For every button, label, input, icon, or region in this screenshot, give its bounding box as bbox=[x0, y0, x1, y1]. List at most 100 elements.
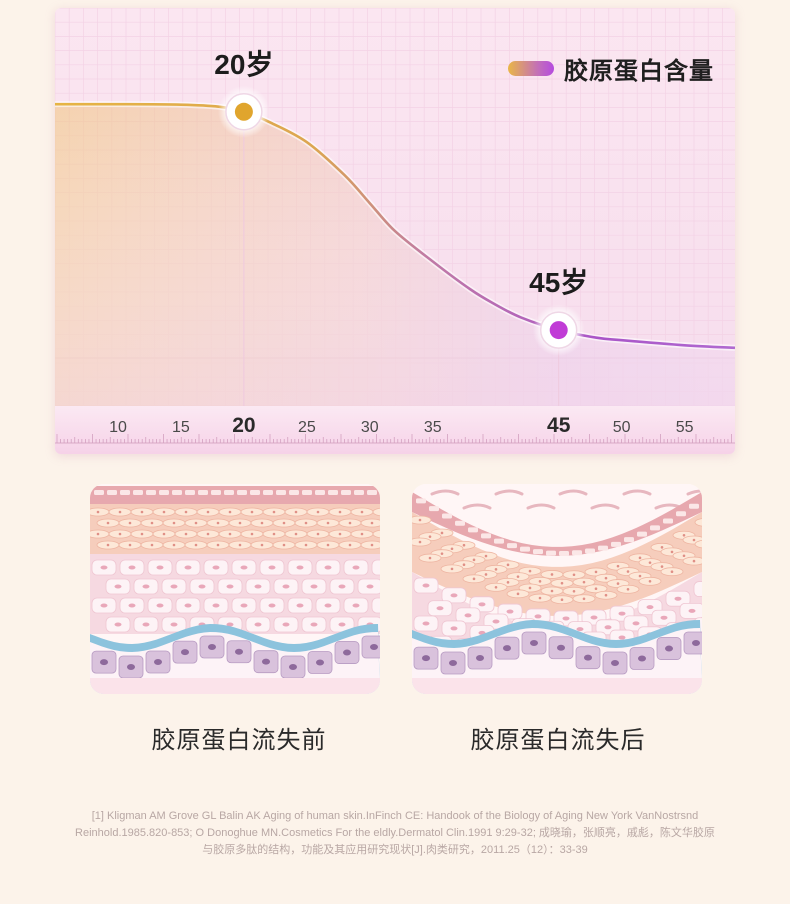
cell-nucleus bbox=[506, 581, 510, 584]
cell-nucleus bbox=[206, 532, 210, 536]
x-tick-label: 15 bbox=[172, 419, 190, 436]
cell-nucleus bbox=[240, 565, 248, 570]
legend-label: 胶原蛋白含量 bbox=[564, 57, 714, 85]
surface-cell bbox=[572, 550, 582, 556]
cell-nucleus bbox=[128, 603, 136, 608]
cell-nucleus bbox=[128, 521, 132, 525]
cell-nucleus bbox=[450, 547, 454, 551]
collagen-chart: 20岁 45岁 10 15 20 25 30 35 45 50 55 胶原蛋白含量 bbox=[55, 8, 735, 454]
cell-nucleus bbox=[338, 584, 346, 589]
cell-nucleus bbox=[665, 645, 673, 652]
cell-nucleus bbox=[632, 621, 640, 626]
cell-nucleus bbox=[370, 521, 374, 525]
cell-nucleus bbox=[506, 563, 510, 567]
x-tick-label: 30 bbox=[361, 419, 379, 436]
cell-nucleus bbox=[296, 565, 304, 570]
cell-nucleus bbox=[142, 584, 150, 589]
cell-nucleus bbox=[472, 577, 476, 581]
cell-nucleus bbox=[128, 543, 132, 547]
cell-nucleus bbox=[198, 584, 206, 589]
cell-nucleus bbox=[140, 532, 144, 536]
surface-cell bbox=[341, 490, 351, 495]
surface-cell bbox=[689, 503, 699, 509]
cell-nucleus bbox=[428, 556, 432, 560]
cell-nucleus bbox=[228, 532, 232, 536]
cell-nucleus bbox=[682, 554, 686, 558]
cell-nucleus bbox=[316, 532, 320, 536]
cell-nucleus bbox=[156, 603, 164, 608]
cell-nucleus bbox=[100, 603, 108, 608]
caption-after: 胶原蛋白流失后 bbox=[470, 727, 646, 754]
cell-nucleus bbox=[494, 568, 498, 571]
cell-nucleus bbox=[316, 510, 320, 514]
cell-nucleus bbox=[294, 532, 298, 536]
surface-cell bbox=[520, 546, 530, 552]
cell-nucleus bbox=[646, 605, 654, 610]
cell-nucleus bbox=[118, 532, 122, 536]
x-tick-label: 50 bbox=[613, 419, 631, 436]
chart-legend: 胶原蛋白含量 bbox=[508, 53, 714, 85]
cell-nucleus bbox=[660, 615, 668, 620]
cell-nucleus bbox=[304, 543, 308, 547]
cell-nucleus bbox=[450, 593, 458, 598]
surface-cell bbox=[585, 548, 595, 554]
ruler-ticks bbox=[55, 434, 735, 444]
cell-nucleus bbox=[226, 622, 234, 627]
reference-footnote: [1] Kligman AM Grove GL Balin AK Aging o… bbox=[0, 808, 790, 859]
cell-nucleus bbox=[562, 616, 570, 621]
reference-line-3: 与胶原多肽的结构，功能及其应用研究现状[J].肉类研究，2011.25（12）：… bbox=[202, 844, 588, 856]
flake-mark bbox=[462, 503, 492, 510]
cell-nucleus bbox=[326, 521, 330, 525]
cell-nucleus bbox=[360, 532, 364, 536]
cell-nucleus bbox=[660, 546, 664, 549]
cell-nucleus bbox=[310, 584, 318, 589]
cell-nucleus bbox=[294, 510, 298, 514]
cell-nucleus bbox=[604, 625, 612, 630]
cell-nucleus bbox=[418, 540, 422, 544]
collagen-area-fade bbox=[55, 104, 735, 407]
cell-nucleus bbox=[184, 603, 192, 608]
cell-nucleus bbox=[440, 531, 444, 535]
surface-cell bbox=[328, 490, 338, 495]
cell-nucleus bbox=[572, 589, 576, 593]
cell-nucleus bbox=[484, 573, 488, 576]
cell-nucleus bbox=[170, 584, 178, 589]
cell-nucleus bbox=[206, 510, 210, 514]
cell-nucleus bbox=[418, 518, 422, 522]
cell-nucleus bbox=[326, 543, 330, 547]
cell-nucleus bbox=[268, 603, 276, 608]
cell-nucleus bbox=[692, 559, 696, 563]
cell-nucleus bbox=[228, 510, 232, 514]
surface-cell bbox=[598, 545, 608, 551]
cell-nucleus bbox=[162, 510, 166, 514]
collagen-fiber-cell bbox=[412, 515, 432, 525]
marker-label: 45岁 bbox=[529, 267, 588, 298]
cell-nucleus bbox=[250, 510, 254, 514]
cell-nucleus bbox=[181, 649, 189, 656]
collagen-fiber-cell bbox=[694, 540, 702, 549]
cell-nucleus bbox=[360, 510, 364, 514]
cell-nucleus bbox=[282, 543, 286, 547]
cell-nucleus bbox=[106, 521, 110, 525]
cell-nucleus bbox=[462, 563, 466, 567]
surface-cell bbox=[185, 490, 195, 495]
surface-cell bbox=[198, 490, 208, 495]
skin-after-illustration bbox=[412, 484, 702, 694]
cell-nucleus bbox=[170, 622, 178, 627]
collagen-fiber-cell bbox=[694, 518, 702, 527]
cell-nucleus bbox=[584, 654, 592, 661]
cell-nucleus bbox=[194, 543, 198, 547]
cell-nucleus bbox=[184, 565, 192, 570]
surface-cell bbox=[663, 518, 673, 524]
cell-nucleus bbox=[272, 510, 276, 514]
cell-nucleus bbox=[674, 596, 682, 601]
marker-dot bbox=[234, 102, 253, 121]
cell-nucleus bbox=[648, 561, 652, 564]
cell-nucleus bbox=[440, 552, 444, 555]
cell-nucleus bbox=[516, 592, 520, 596]
cell-nucleus bbox=[338, 622, 346, 627]
cell-nucleus bbox=[422, 621, 430, 626]
surface-cell bbox=[107, 490, 117, 495]
cell-nucleus bbox=[100, 565, 108, 570]
cell-nucleus bbox=[428, 535, 432, 538]
